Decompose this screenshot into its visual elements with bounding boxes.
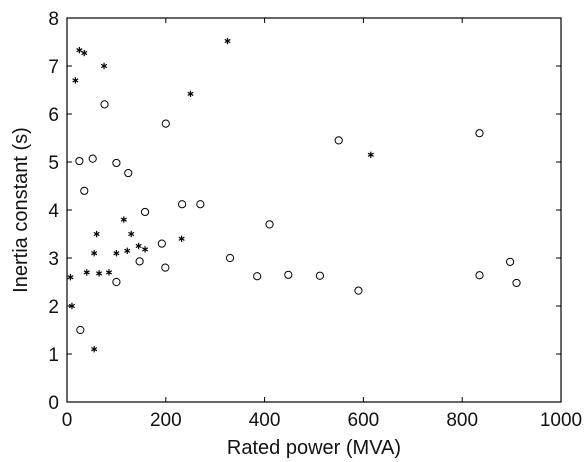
asterisk-point	[67, 274, 74, 281]
asterisk-point	[76, 46, 83, 54]
circle-point	[178, 200, 187, 209]
circle-point	[225, 253, 235, 263]
x-tick-label: 800	[446, 410, 478, 431]
x-tick-label: 400	[249, 410, 281, 431]
y-tick-label: 0	[48, 393, 59, 414]
x-tick-label: 600	[348, 410, 380, 431]
asterisk-point	[135, 242, 142, 250]
x-tick-label: 0	[62, 410, 73, 431]
circle-point	[75, 156, 84, 166]
asterisk-point	[100, 62, 108, 70]
plot-area	[66, 17, 562, 403]
circle-point	[253, 272, 262, 281]
asterisk-point	[141, 246, 149, 253]
asterisk-point	[113, 250, 120, 257]
y-tick-label: 8	[48, 9, 59, 30]
circle-point	[76, 325, 85, 335]
asterisk-point	[96, 270, 103, 277]
asterisk-point	[105, 269, 113, 276]
x-tick-label: 200	[150, 410, 182, 431]
asterisk-point	[178, 235, 185, 242]
data-points	[67, 37, 521, 353]
circle-point	[157, 239, 166, 248]
circle-point	[265, 220, 274, 229]
circle-point	[475, 129, 484, 138]
asterisk-point	[91, 250, 98, 257]
circle-point	[80, 186, 89, 195]
asterisk-point	[91, 346, 98, 353]
circle-point	[512, 278, 521, 288]
x-axis-title: Rated power (MVA)	[227, 437, 401, 459]
y-tick-label: 5	[48, 153, 59, 174]
asterisk-point	[128, 230, 135, 238]
circle-point	[315, 271, 325, 280]
asterisk-point	[124, 247, 131, 254]
asterisk-point	[83, 269, 90, 276]
y-tick-label: 4	[48, 201, 59, 222]
tick-labels: 0 200 400 600 800 1000 0 1 2 3 4 5 6 7 8	[48, 9, 582, 431]
asterisk-point	[367, 151, 374, 158]
x-tick-label: 1000	[540, 410, 582, 431]
circle-point	[140, 207, 150, 217]
asterisk-point	[93, 230, 100, 238]
asterisk-point	[68, 302, 76, 310]
circle-point	[284, 270, 293, 279]
asterisk-point	[224, 37, 231, 45]
circle-point	[196, 200, 205, 209]
asterisk-point	[72, 77, 79, 84]
circle-point	[88, 154, 97, 163]
y-tick-label: 6	[48, 105, 59, 126]
asterisk-point	[81, 49, 88, 57]
y-tick-label: 7	[48, 57, 59, 78]
y-tick-label: 3	[48, 249, 59, 270]
asterisk-point	[120, 216, 127, 223]
asterisk-point	[187, 90, 194, 98]
y-axis-title: Inertia constant (s)	[10, 127, 32, 293]
circle-point	[354, 286, 363, 295]
circle-point	[135, 257, 144, 266]
circle-point	[506, 257, 515, 266]
y-tick-label: 2	[48, 297, 59, 318]
circle-point	[112, 277, 121, 287]
circle-point	[334, 136, 343, 145]
y-tick-label: 1	[48, 345, 59, 366]
circle-point	[112, 158, 121, 168]
circle-point	[161, 263, 170, 272]
circle-point	[100, 100, 109, 109]
circle-point	[124, 168, 133, 178]
axis-ticks	[66, 17, 562, 403]
circle-point	[475, 271, 484, 280]
circle-point	[161, 119, 170, 128]
